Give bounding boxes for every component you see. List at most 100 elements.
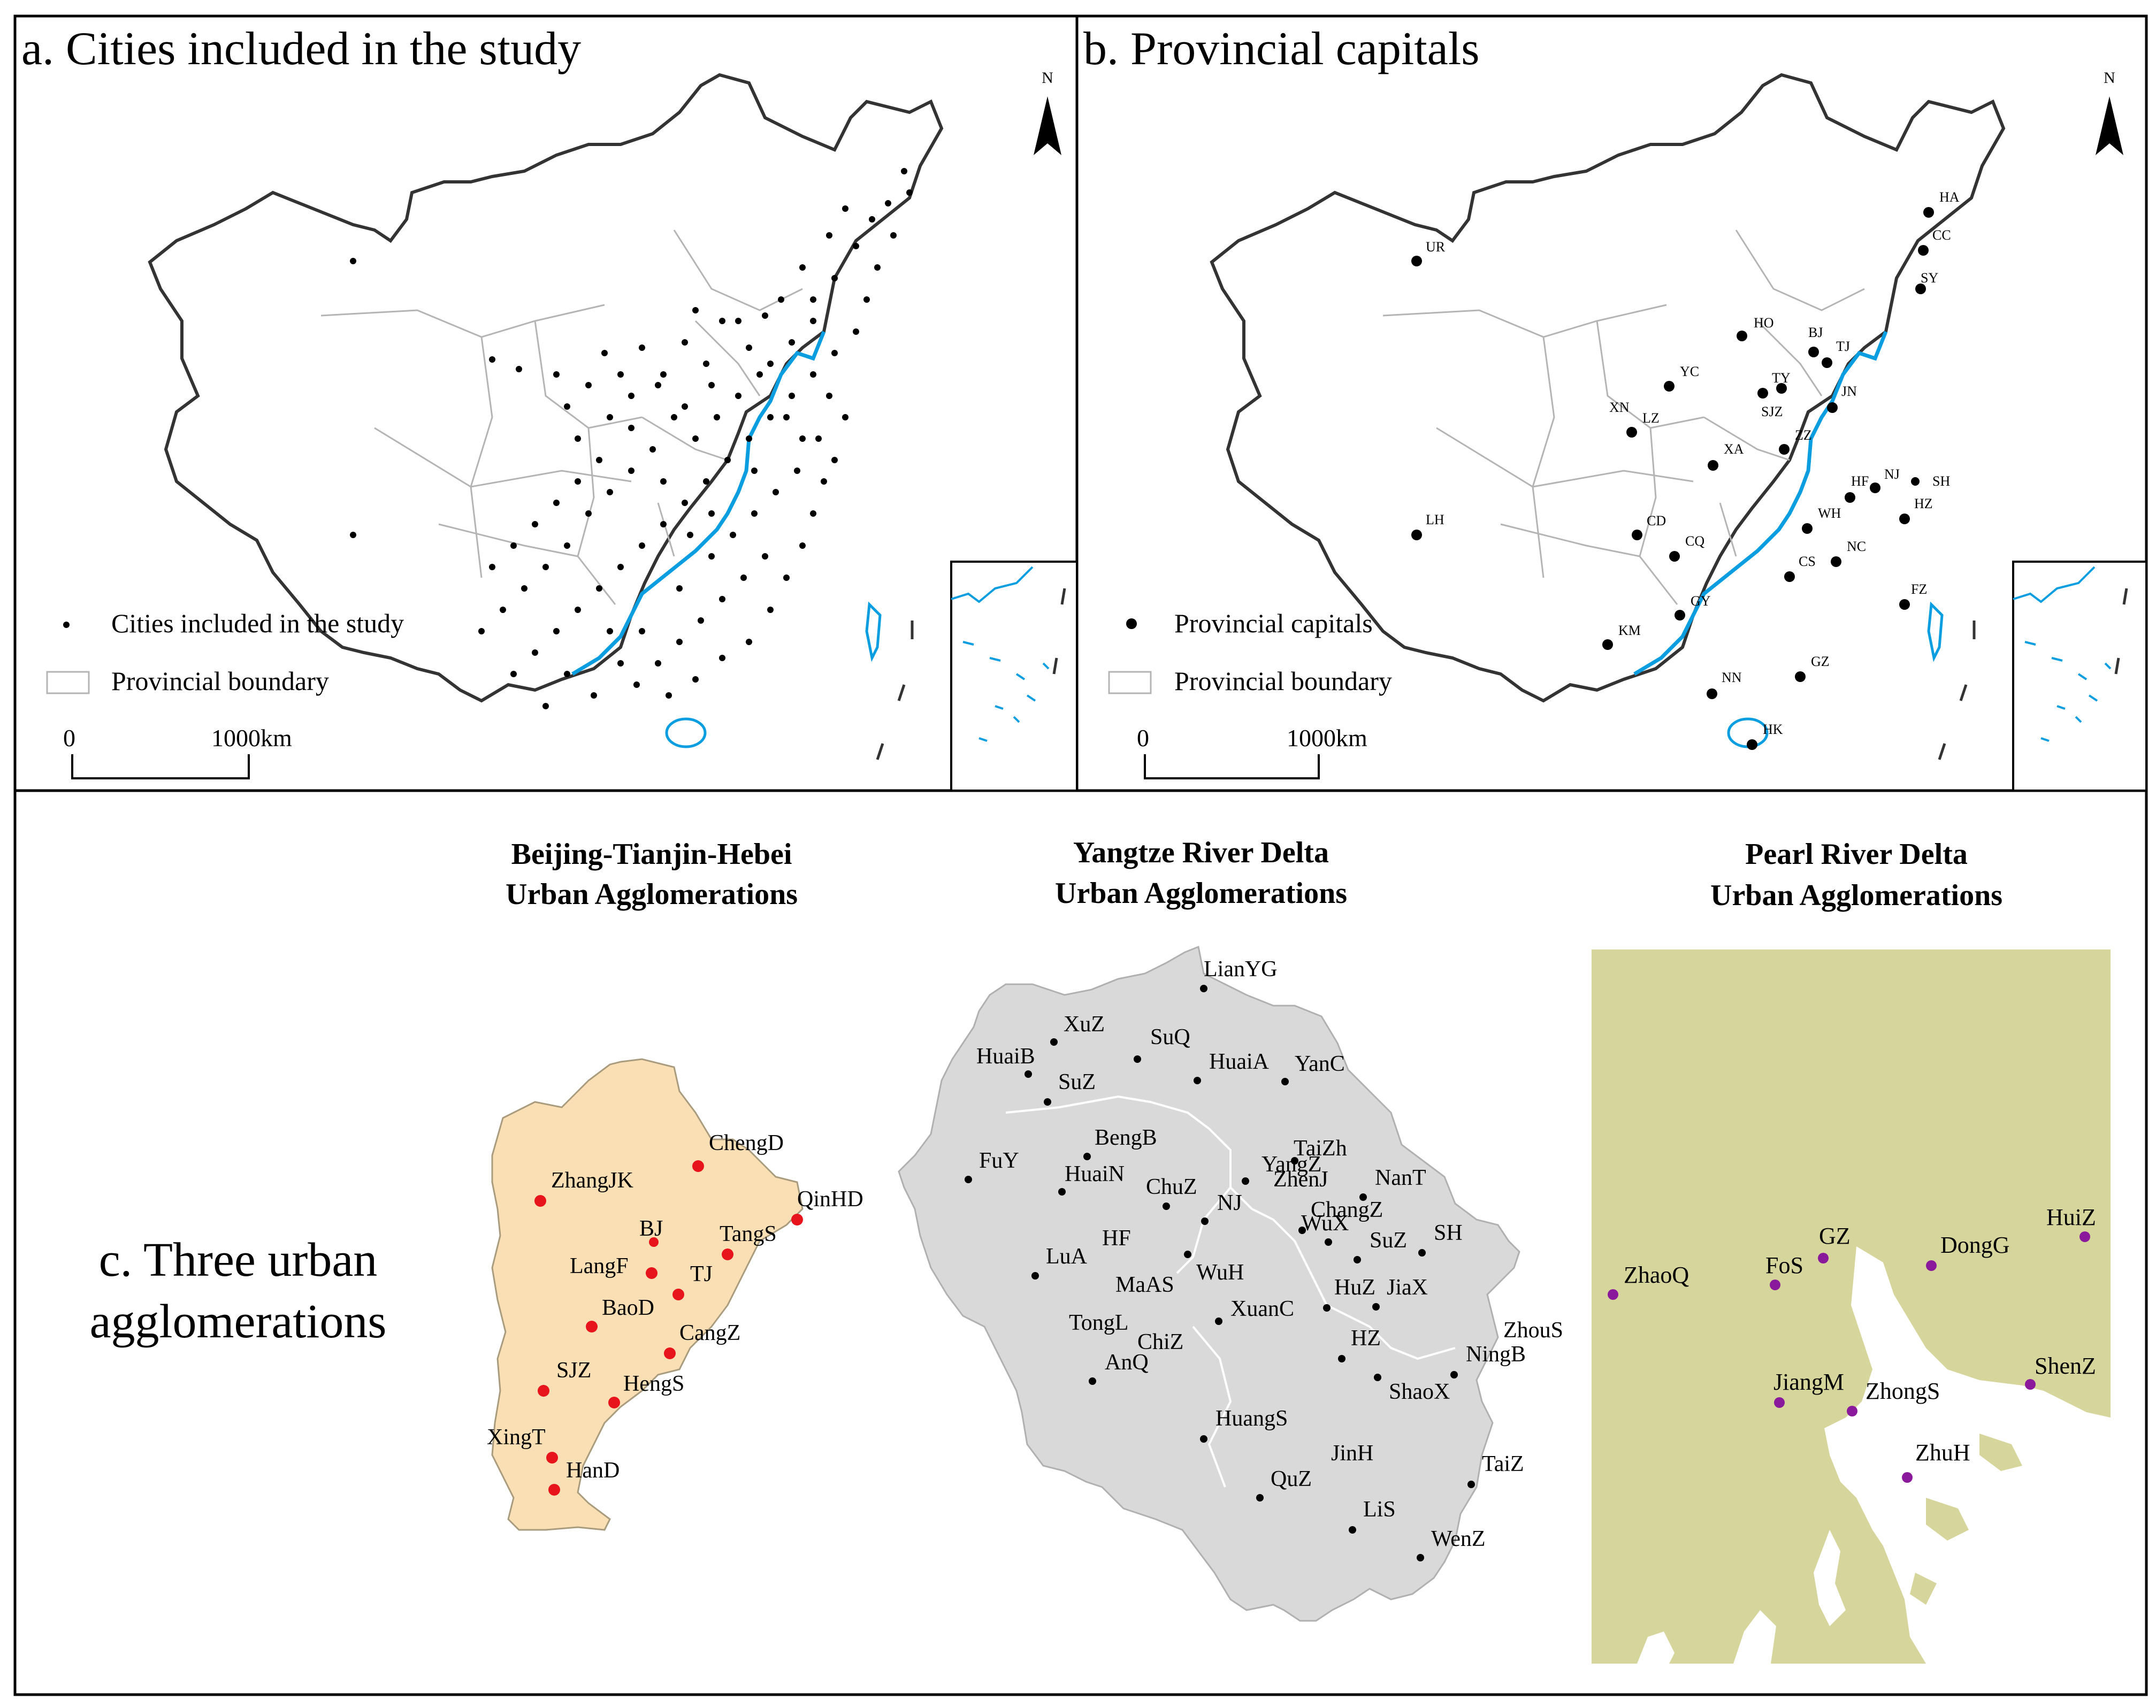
yrd-city-label: JiaX [1387, 1275, 1428, 1300]
bth-city-label: HanD [566, 1458, 620, 1483]
yrd-city-label: SuZ [1058, 1070, 1096, 1094]
yrd-city-label: FuY [979, 1148, 1019, 1173]
nine-dash-b [1938, 588, 2128, 760]
taiwan-island-b [1927, 601, 1944, 662]
north-label-a: N [1042, 69, 1053, 87]
bth-city-markers: ChengD ZhangJK QinHD BJ TangS LangF TJ B… [487, 1131, 863, 1496]
yrd-city-label: YanC [1295, 1052, 1345, 1076]
inset-islands-b [2013, 566, 2112, 742]
yrd-city-label: SuZ [1370, 1228, 1407, 1253]
yrd-city-markers: LianYG XuZ HuaiB SuQ HuaiA YanC SuZ Beng… [965, 957, 1563, 1561]
bth-city-label: TJ [690, 1262, 713, 1286]
scale-zero-a: 0 [63, 724, 75, 752]
yrd-city-label: HZ [1351, 1326, 1381, 1351]
yrd-city-label: HuangS [1215, 1406, 1288, 1431]
bth-city-label: TangS [720, 1222, 777, 1246]
yrd-city-label: ChuZ [1146, 1175, 1197, 1199]
capital-label: NN [1722, 670, 1742, 685]
yrd-province-boundaries [1005, 1095, 1456, 1488]
yrd-city-label: NingB [1466, 1342, 1526, 1367]
capital-label: KM [1618, 623, 1641, 638]
yrd-city-label: NJ [1217, 1191, 1242, 1215]
north-arrow-icon [2096, 96, 2123, 155]
yrd-city-label: NanT [1375, 1166, 1426, 1190]
yrd-city-label: TaiZh [1294, 1136, 1347, 1161]
panel-a: a. Cities included in the study [21, 23, 1078, 792]
legend-city-dot-icon [63, 622, 70, 628]
legend-boundary-swatch [1108, 671, 1152, 694]
capital-label: SY [1921, 270, 1938, 286]
capital-label: HA [1939, 189, 1960, 205]
yrd-city-label: HuaiA [1209, 1050, 1270, 1074]
capital-label: CS [1799, 554, 1816, 569]
yrd-city-label: BengB [1095, 1125, 1157, 1150]
yrd-city-label: TongL [1069, 1311, 1128, 1335]
bth-city-label: LangF [570, 1254, 629, 1278]
scale-bar-b [1144, 754, 1320, 779]
prd-title-line2: Urban Agglomerations [1710, 879, 2002, 912]
prd-city-label: JiangM [1773, 1369, 1844, 1395]
capital-label: GY [1691, 593, 1711, 609]
panel-c: c. Three urban agglomerations Beijing-Ti… [90, 836, 2111, 1664]
panel-b-title: b. Provincial capitals [1083, 23, 1479, 75]
capital-label: ZZ [1795, 427, 1812, 443]
prd-city-label: DongG [1940, 1232, 2010, 1258]
south-china-sea-inset-a [950, 561, 1078, 792]
yrd-city-label: ZhenJ [1273, 1167, 1328, 1192]
capital-label: GZ [1811, 654, 1830, 669]
bth-city-label: ZhangJK [551, 1168, 633, 1193]
yrd-city-label: ZhouS [1503, 1318, 1563, 1343]
bth-city-label: BJ [639, 1216, 663, 1241]
scale-zero-b: 0 [1137, 724, 1149, 752]
bth-city-label: SJZ [556, 1358, 591, 1383]
yrd-city-label: HuaiB [976, 1044, 1035, 1069]
prd-city-label: ZhuH [1915, 1439, 1970, 1466]
prd-city-label: ZhaoQ [1624, 1262, 1689, 1288]
capital-label: UR [1426, 239, 1446, 255]
capital-label: WH [1818, 505, 1841, 521]
yrd-city-label: ChangZ [1311, 1198, 1383, 1222]
capital-label: HZ [1914, 496, 1933, 511]
hainan-island-a [665, 717, 707, 748]
panel-c-title-line2: agglomerations [90, 1295, 387, 1348]
yrd-city-label: ChiZ [1137, 1330, 1183, 1354]
yrd-city-label: MaAS [1115, 1273, 1174, 1297]
yrd-city-label: WuH [1196, 1260, 1244, 1285]
prd-city-label: HuiZ [2046, 1204, 2096, 1230]
bth-city-label: HengS [623, 1372, 684, 1396]
bth-city-label: QinHD [797, 1187, 863, 1212]
yrd-city-label: AnQ [1105, 1350, 1149, 1375]
bth-region [491, 1058, 804, 1531]
yrd-region [898, 945, 1520, 1622]
figure-frame [13, 14, 2148, 1696]
bth-city-label: BaoD [602, 1296, 654, 1320]
inset-islands-a [951, 566, 1050, 742]
yrd-city-label: HuZ [1334, 1275, 1375, 1300]
north-arrow-icon [1034, 96, 1061, 155]
legend-boundary-swatch [46, 671, 90, 694]
capital-label: SJZ [1761, 404, 1783, 419]
capital-label: XN [1609, 400, 1630, 415]
prd-water [1637, 1246, 2111, 1664]
north-label-b: N [2104, 69, 2115, 87]
capital-label: NJ [1884, 466, 1900, 482]
yrd-city-label: LianYG [1204, 957, 1278, 982]
scale-end-b: 1000km [1287, 724, 1367, 752]
coastline-a [571, 331, 826, 676]
province-boundaries-b [1382, 229, 1865, 605]
legend-boundary-label: Provincial boundary [1174, 666, 1392, 696]
panel-b: b. Provincial capitals HA CC SY [1083, 23, 2147, 792]
capital-label: CD [1647, 513, 1666, 529]
yrd-city-label: WenZ [1431, 1527, 1486, 1551]
yrd-city-label: SuQ [1150, 1025, 1190, 1050]
capital-label: CC [1932, 227, 1951, 243]
yrd-city-label: XuZ [1064, 1012, 1105, 1037]
capital-label: BJ [1808, 325, 1823, 340]
capital-label: FZ [1911, 581, 1927, 597]
yrd-city-label: XuanC [1230, 1297, 1294, 1321]
prd-city-label: ShenZ [2035, 1353, 2096, 1379]
capital-label: CQ [1685, 533, 1704, 549]
yrd-city-label: SH [1434, 1221, 1463, 1245]
yrd-city-label: HuaiN [1065, 1162, 1125, 1186]
yrd-city-label: LuA [1046, 1244, 1088, 1269]
